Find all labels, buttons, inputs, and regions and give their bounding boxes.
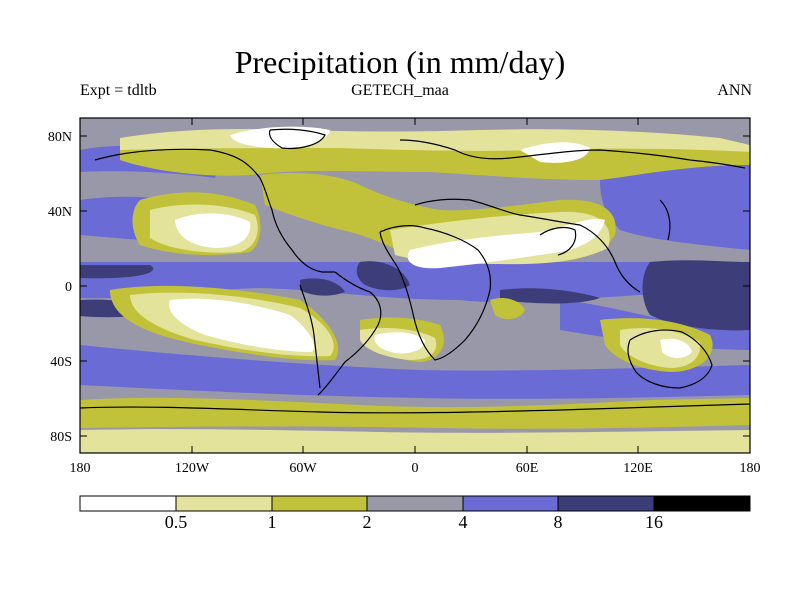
y-tick-label: 80N xyxy=(48,130,72,145)
colorbar-swatch xyxy=(462,495,559,512)
precip-region xyxy=(642,260,750,331)
y-tick-labels: 80N 40N 0 40S 80S xyxy=(48,130,72,445)
coastlines xyxy=(80,128,750,414)
precip-region xyxy=(490,298,525,320)
x-tick-labels: 180 120W 60W 0 60E 120E 180 xyxy=(70,461,761,476)
precip-region xyxy=(620,328,701,368)
x-tick-label: 0 xyxy=(412,461,419,476)
eurasia-north-coast xyxy=(399,139,746,169)
greenland-coast xyxy=(268,128,326,150)
contour-field xyxy=(80,118,750,453)
precip-region xyxy=(80,429,750,453)
precip-region xyxy=(356,261,410,291)
australia-coast xyxy=(627,329,713,389)
x-tick-label: 60E xyxy=(516,461,539,476)
y-tick-label: 80S xyxy=(50,430,72,445)
colorbar-swatch xyxy=(79,495,177,512)
eurasia-south-coast xyxy=(414,198,641,293)
colorbar-swatch xyxy=(366,495,464,512)
colorbar-swatch xyxy=(175,495,273,512)
colorbar-label: 0.5 xyxy=(165,512,188,532)
colorbar-label: 1 xyxy=(268,512,277,532)
x-tick-label: 180 xyxy=(740,461,761,476)
precip-region xyxy=(407,218,605,269)
map-title: Precipitation (in mm/day) xyxy=(234,44,566,80)
colorbar: 0.5 1 2 4 8 16 xyxy=(79,495,751,532)
south-america-west-coast xyxy=(299,284,321,389)
colorbar-label: 2 xyxy=(363,512,372,532)
japan-coast xyxy=(659,199,671,241)
colorbar-swatch xyxy=(653,495,751,512)
precip-region xyxy=(169,298,314,352)
precip-region xyxy=(500,288,600,304)
y-tick-label: 0 xyxy=(65,280,72,295)
precip-region xyxy=(80,345,750,399)
experiment-label: Expt = tdltb xyxy=(80,82,157,99)
precip-region xyxy=(80,397,750,429)
colorbar-swatch xyxy=(557,495,655,512)
precip-region xyxy=(374,332,425,354)
x-tick-label: 60W xyxy=(289,461,317,476)
precip-region xyxy=(80,265,154,279)
x-tick-label: 120W xyxy=(175,461,210,476)
precip-region xyxy=(600,163,750,250)
precip-region xyxy=(230,126,330,149)
antarctica-coast xyxy=(80,403,750,414)
precip-region xyxy=(80,262,750,303)
precip-region xyxy=(300,278,345,296)
india-coast xyxy=(539,226,577,256)
north-america-coast xyxy=(94,148,335,273)
y-tick-label: 40S xyxy=(50,355,72,370)
colorbar-swatch xyxy=(271,495,368,512)
season-label: ANN xyxy=(717,82,752,99)
x-tick-label: 120E xyxy=(623,461,653,476)
axis-ticks xyxy=(79,118,751,453)
precip-region xyxy=(175,213,251,248)
dataset-label: GETECH_maa xyxy=(351,82,449,99)
africa-coast xyxy=(379,225,492,361)
y-tick-label: 40N xyxy=(48,205,72,220)
x-tick-label: 180 xyxy=(70,461,91,476)
colorbar-label: 4 xyxy=(459,512,468,532)
precip-region xyxy=(660,338,692,358)
colorbar-label: 8 xyxy=(554,512,563,532)
colorbar-label: 16 xyxy=(645,512,663,532)
south-america-coast xyxy=(317,271,382,396)
